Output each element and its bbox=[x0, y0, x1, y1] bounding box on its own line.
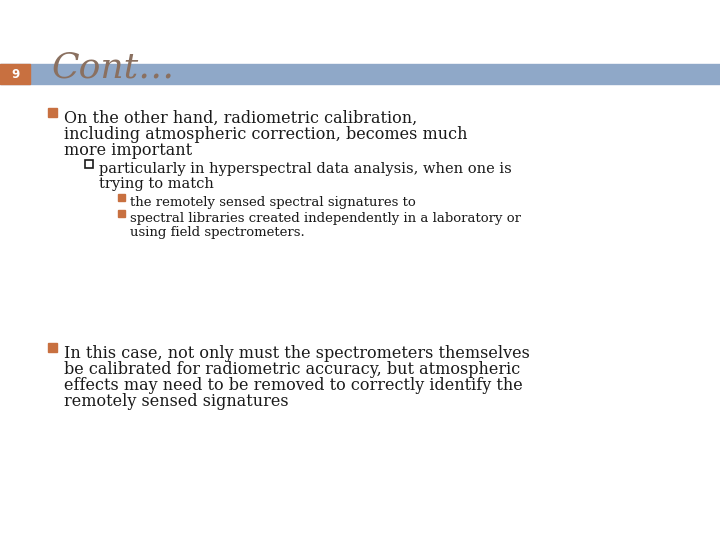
Text: spectral libraries created independently in a laboratory or: spectral libraries created independently… bbox=[130, 212, 521, 225]
Bar bbox=[0, 64, 30, 84]
Text: Cont…: Cont… bbox=[52, 50, 175, 84]
Text: In this case, not only must the spectrometers themselves: In this case, not only must the spectrom… bbox=[64, 345, 530, 362]
Text: remotely sensed signatures: remotely sensed signatures bbox=[64, 393, 289, 410]
Bar bbox=[0, 64, 720, 84]
Text: trying to match: trying to match bbox=[99, 177, 214, 191]
Bar bbox=[48, 343, 57, 352]
Bar bbox=[48, 108, 57, 117]
Text: be calibrated for radiometric accuracy, but atmospheric: be calibrated for radiometric accuracy, … bbox=[64, 361, 521, 378]
Bar bbox=[85, 160, 93, 168]
Text: using field spectrometers.: using field spectrometers. bbox=[130, 226, 305, 239]
Bar bbox=[118, 210, 125, 217]
Text: On the other hand, radiometric calibration,: On the other hand, radiometric calibrati… bbox=[64, 110, 418, 127]
Text: 9: 9 bbox=[11, 68, 19, 80]
Text: including atmospheric correction, becomes much: including atmospheric correction, become… bbox=[64, 126, 467, 143]
Text: more important: more important bbox=[64, 142, 192, 159]
Text: the remotely sensed spectral signatures to: the remotely sensed spectral signatures … bbox=[130, 196, 415, 209]
Text: particularly in hyperspectral data analysis, when one is: particularly in hyperspectral data analy… bbox=[99, 162, 512, 176]
Bar bbox=[118, 194, 125, 201]
Text: effects may need to be removed to correctly identify the: effects may need to be removed to correc… bbox=[64, 377, 523, 394]
